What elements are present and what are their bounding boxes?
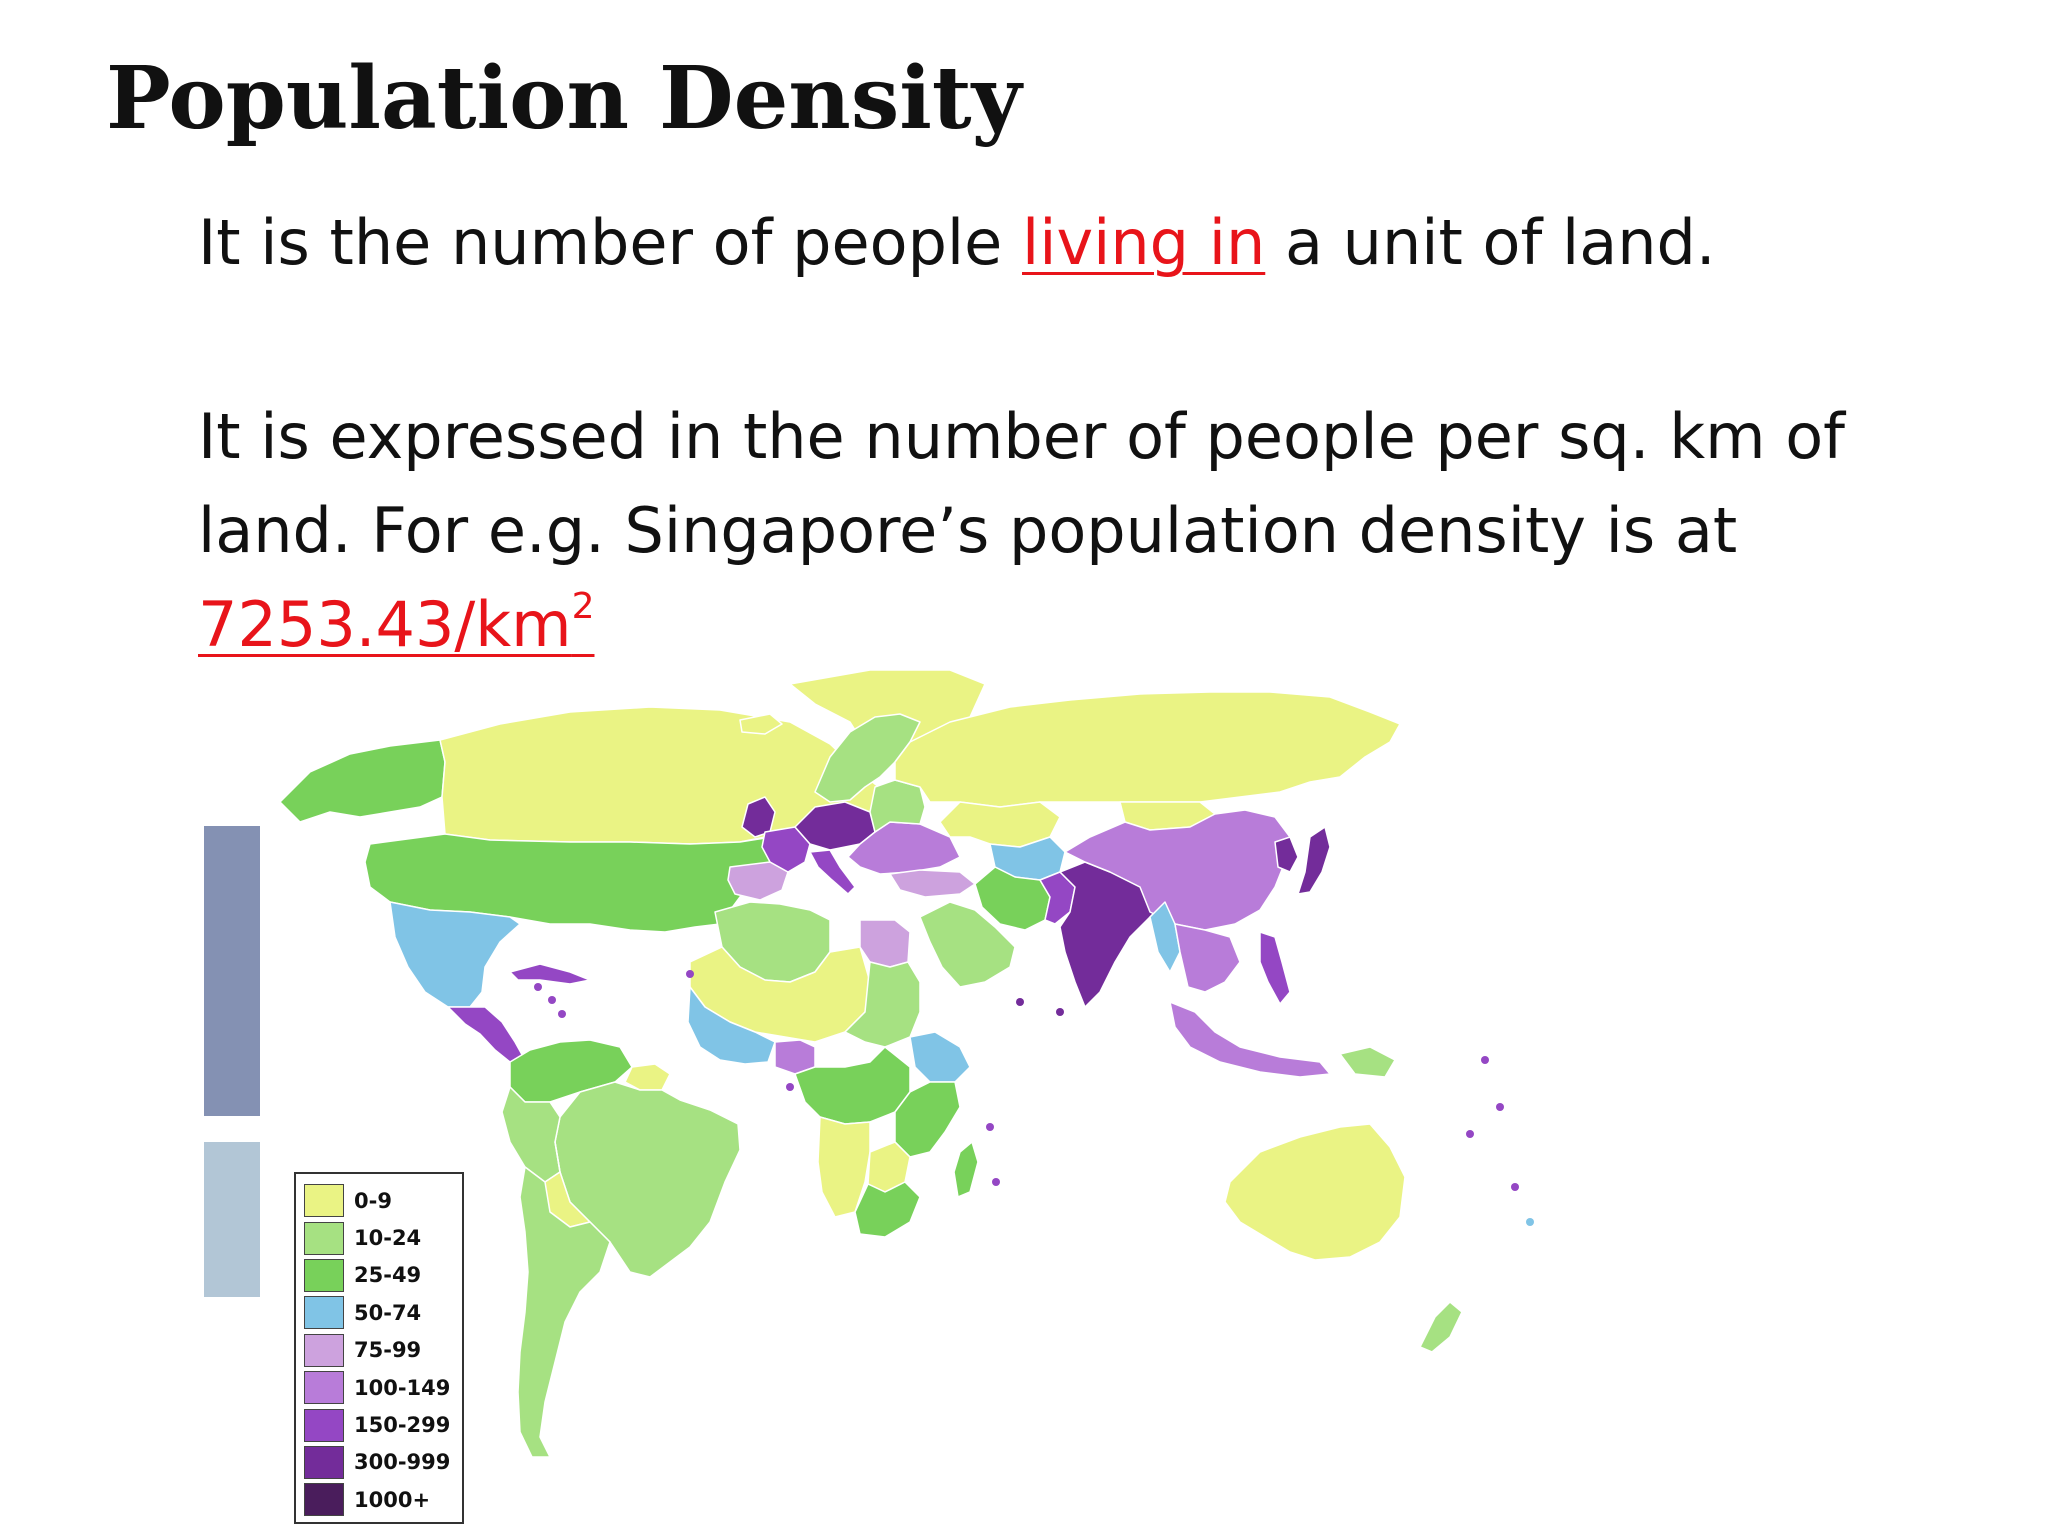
legend-label: 50-74	[354, 1300, 422, 1325]
legend-item: 10-24	[304, 1219, 462, 1256]
legend-item: 150-299	[304, 1406, 462, 1443]
legend-swatch	[304, 1296, 344, 1330]
definition-text-start: It is the number of people	[198, 206, 1023, 279]
legend-swatch	[304, 1184, 344, 1218]
region-angola-namibia	[817, 1116, 871, 1218]
expression-line-1: It is expressed in the number of people …	[198, 400, 1845, 473]
region-ethiopia	[909, 1031, 971, 1083]
region-new-zealand	[1419, 1301, 1463, 1353]
slide-title: Population Density	[106, 48, 1022, 149]
region-guianas	[624, 1063, 671, 1091]
region-baltics-belarus	[869, 779, 926, 833]
world-map-svg	[279, 669, 1534, 1458]
singapore-density-value: 7253.43/km2	[198, 586, 595, 661]
island-dots	[534, 970, 1534, 1226]
region-southeast-asia	[1174, 923, 1241, 993]
region-australia	[1224, 1123, 1406, 1261]
region-arabia	[919, 901, 1016, 988]
legend-label: 10-24	[354, 1226, 422, 1251]
legend-item: 75-99	[304, 1332, 462, 1369]
legend-item: 100-149	[304, 1369, 462, 1406]
legend-swatch	[304, 1221, 344, 1255]
legend-label: 150-299	[354, 1413, 451, 1438]
region-alaska	[279, 739, 446, 823]
region-southern-africa	[854, 1181, 921, 1238]
legend-label: 300-999	[354, 1450, 451, 1475]
decorative-bar-light	[204, 1142, 260, 1297]
legend-item: 300-999	[304, 1444, 462, 1481]
legend-label: 25-49	[354, 1263, 422, 1288]
expression-paragraph: It is expressed in the number of people …	[198, 390, 1998, 672]
legend-swatch	[304, 1445, 344, 1479]
region-central-america	[447, 1006, 526, 1063]
map-legend: 0-9 10-24 25-49 50-74 75-99 100-149 150-299 300…	[294, 1172, 464, 1524]
decorative-bar-dark	[204, 826, 260, 1116]
superscript-2: 2	[571, 586, 595, 627]
legend-item: 50-74	[304, 1294, 462, 1331]
region-china	[1064, 809, 1291, 931]
region-southern-cone	[517, 1166, 611, 1458]
legend-item: 1000+	[304, 1481, 462, 1518]
region-caribbean	[509, 963, 591, 985]
highlight-living-in: living in	[1022, 206, 1266, 279]
legend-label: 0-9	[354, 1188, 392, 1213]
legend-label: 1000+	[354, 1487, 431, 1512]
region-egypt	[859, 919, 911, 968]
legend-item: 0-9	[304, 1182, 462, 1219]
region-turkey	[889, 869, 976, 898]
region-east-africa	[894, 1081, 961, 1158]
legend-label: 100-149	[354, 1375, 451, 1400]
definition-line: It is the number of people living in a u…	[198, 196, 1716, 290]
legend-item: 25-49	[304, 1257, 462, 1294]
region-japan	[1297, 826, 1331, 895]
definition-text-end: a unit of land.	[1265, 206, 1716, 279]
region-philippines	[1259, 931, 1291, 1005]
legend-swatch	[304, 1483, 344, 1517]
legend-swatch	[304, 1408, 344, 1442]
region-madagascar	[953, 1141, 979, 1198]
legend-swatch	[304, 1371, 344, 1405]
legend-swatch	[304, 1258, 344, 1292]
expression-line-3: 7253.43/km2	[198, 578, 1998, 672]
region-italy	[809, 849, 856, 895]
expression-line-2: land. For e.g. Singapore’s population de…	[198, 494, 1738, 567]
region-west-africa	[687, 986, 776, 1065]
region-korea	[1274, 836, 1299, 873]
region-mexico	[389, 901, 521, 1008]
region-iceland	[739, 713, 783, 735]
world-map	[270, 662, 2040, 1532]
legend-swatch	[304, 1333, 344, 1367]
region-papua	[1339, 1046, 1396, 1078]
legend-label: 75-99	[354, 1338, 422, 1363]
region-russia	[894, 691, 1401, 808]
region-indonesia	[1169, 1001, 1331, 1078]
